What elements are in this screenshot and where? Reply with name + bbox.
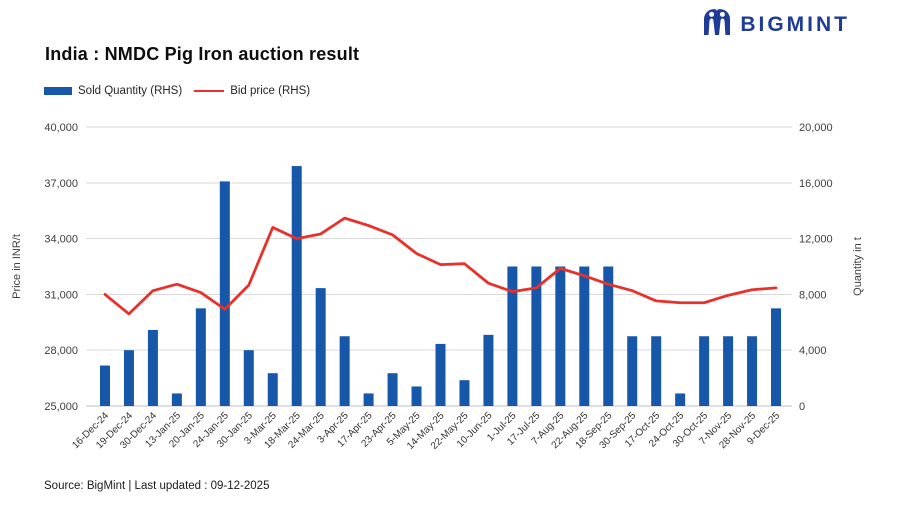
chart-title: India : NMDC Pig Iron auction result [45, 44, 360, 64]
sold-quantity-bar [411, 386, 422, 406]
left-axis-tick-label: 37,000 [44, 178, 78, 190]
source-note: Source: BigMint | Last updated : 09-12-2… [44, 480, 270, 492]
legend-item-bid-price: Bid price (RHS) [194, 85, 310, 97]
bigmint-logo-icon [702, 8, 732, 41]
auction-chart: 25,000 28,000 31,000 34,000 37,000 40,000 0 4,0… [0, 105, 906, 480]
left-axis-tick-label: 28,000 [44, 345, 78, 357]
legend-label-sold-quantity: Sold Quantity (RHS) [78, 85, 183, 97]
sold-quantity-bar [627, 336, 638, 406]
right-axis-tick-label: 16,000 [799, 178, 833, 190]
right-axis-tick-label: 8,000 [799, 289, 827, 301]
auction-chart-canvas: 25,000 28,000 31,000 34,000 37,000 40,000 0 4,0… [11, 122, 864, 452]
sold-quantity-bar [531, 266, 542, 406]
sold-quantity-bar [579, 266, 590, 406]
legend-line-swatch [194, 89, 225, 93]
right-axis-tick-label: 4,000 [799, 345, 827, 357]
sold-quantity-bar [507, 266, 518, 406]
sold-quantity-bar [339, 336, 350, 406]
bid-price-line [103, 216, 778, 316]
left-axis-title: Price in INR/t [11, 234, 23, 299]
left-axis-tick-label: 34,000 [44, 234, 78, 246]
right-axis-tick-label: 12,000 [799, 234, 833, 246]
sold-quantity-bar [651, 336, 662, 406]
sold-quantity-bar [99, 365, 110, 406]
right-axis-tick-label: 0 [799, 401, 805, 413]
sold-quantity-bar [723, 336, 734, 406]
sold-quantity-bar [171, 393, 182, 406]
sold-quantity-bar [459, 380, 470, 406]
left-axis-tick-label: 31,000 [44, 289, 78, 301]
bigmint-logo: BIGMINT [702, 8, 850, 41]
sold-quantity-bar [675, 393, 686, 406]
sold-quantity-bar [219, 181, 230, 406]
sold-quantity-bar [195, 308, 206, 406]
sold-quantity-bar [603, 266, 614, 406]
right-axis-title: Quantity in t [852, 237, 864, 296]
legend-label-bid-price: Bid price (RHS) [230, 85, 311, 97]
sold-quantity-bar [771, 308, 782, 406]
sold-quantity-bar [147, 329, 158, 406]
legend-item-sold-quantity: Sold Quantity (RHS) [44, 85, 182, 97]
sold-quantity-bar [267, 373, 278, 406]
sold-quantity-bar [123, 350, 134, 406]
chart-legend: Sold Quantity (RHS) Bid price (RHS) [44, 85, 322, 97]
left-axis-tick-label: 40,000 [44, 122, 78, 134]
sold-quantity-bar [555, 266, 566, 406]
sold-quantity-bar [435, 343, 446, 406]
sold-quantity-bar [747, 336, 758, 406]
sold-quantity-bar [291, 166, 302, 406]
sold-quantity-bar [243, 350, 254, 406]
sold-quantity-bar [363, 393, 374, 406]
sold-quantity-bar [699, 336, 710, 406]
sold-quantity-bar [483, 334, 494, 406]
sold-quantity-bar [387, 373, 398, 406]
sold-quantity-bar [315, 288, 326, 406]
left-axis-tick-label: 25,000 [44, 401, 78, 413]
right-axis-tick-label: 20,000 [799, 122, 833, 134]
legend-bar-swatch [44, 87, 72, 95]
bigmint-logo-text: BIGMINT [740, 12, 850, 36]
